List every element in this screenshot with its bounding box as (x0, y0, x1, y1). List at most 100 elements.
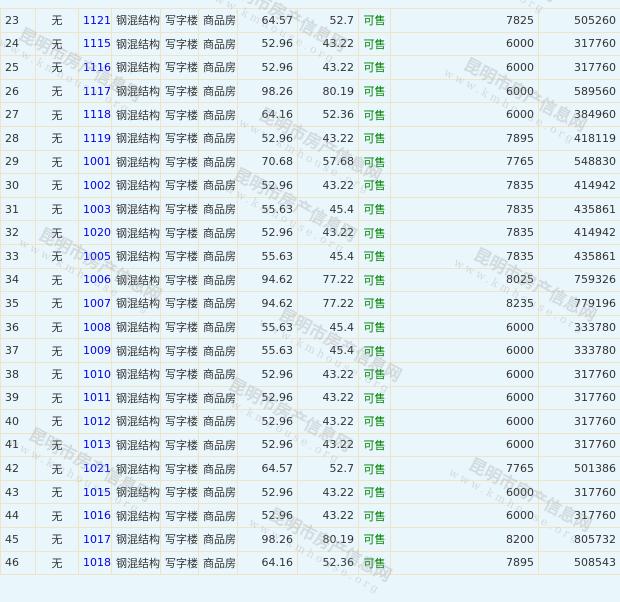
structure: 钢混结构 (116, 250, 160, 264)
property-type: 商品房 (203, 344, 236, 358)
unit-link[interactable]: 1011 (83, 391, 111, 405)
unit-link[interactable]: 1018 (83, 556, 111, 570)
inner-area: 43.22 (322, 438, 355, 452)
presale-flag-cell: 无 (35, 125, 79, 151)
unit-link[interactable]: 1021 (83, 462, 111, 476)
total-price-cell: 435861 (538, 196, 620, 222)
inner-area-cell: 80.19 (297, 78, 359, 104)
row-number: 38 (5, 367, 19, 381)
structure-cell: 钢混结构 (111, 243, 161, 269)
unit-price-cell: 7835 (390, 220, 539, 245)
total-price: 501386 (574, 462, 616, 476)
unit-link[interactable]: 1015 (83, 485, 111, 499)
unit-link[interactable]: 1012 (83, 414, 111, 428)
usage: 写字楼 (165, 273, 198, 287)
table-row: 40 无 1012 钢混结构 写字楼 商品房 52.96 43.22 可售 6000 317760 (0, 409, 620, 434)
unit-price-cell: 7765 (390, 456, 539, 481)
unit-link-cell: 1117 (78, 78, 112, 104)
unit-link[interactable]: 1121 (83, 13, 111, 27)
unit-link[interactable]: 1115 (83, 37, 111, 51)
row-number: 32 (5, 226, 19, 240)
floor-area-cell: 55.63 (237, 243, 298, 269)
property-type: 商品房 (203, 462, 236, 476)
row-number-cell: 37 (0, 338, 36, 363)
unit-link[interactable]: 1013 (83, 438, 111, 452)
floor-area: 55.63 (261, 202, 294, 216)
table-row: 33 无 1005 钢混结构 写字楼 商品房 55.63 45.4 可售 7835 435861 (0, 243, 620, 269)
total-price-cell: 759326 (538, 267, 620, 293)
table-row: 26 无 1117 钢混结构 写字楼 商品房 98.26 80.19 可售 6000 589560 (0, 78, 620, 104)
row-number-cell: 38 (0, 361, 36, 387)
floor-area: 52.96 (261, 178, 294, 192)
status: 可售 (363, 14, 386, 28)
table-row: 37 无 1009 钢混结构 写字楼 商品房 55.63 45.4 可售 6000 333780 (0, 338, 620, 363)
structure-cell: 钢混结构 (111, 196, 161, 222)
unit-link-cell: 1015 (78, 479, 112, 505)
structure-cell: 钢混结构 (111, 550, 161, 576)
presale-flag-cell: 无 (35, 267, 79, 293)
inner-area-cell: 52.7 (297, 456, 359, 481)
status: 可售 (363, 509, 386, 523)
total-price: 418119 (574, 131, 616, 145)
row-number-cell: 43 (0, 479, 36, 505)
unit-link-cell: 1001 (78, 149, 112, 175)
usage-cell: 写字楼 (160, 409, 199, 434)
unit-link[interactable]: 1017 (83, 532, 111, 546)
table-row: 28 无 1119 钢混结构 写字楼 商品房 52.96 43.22 可售 7895 418119 (0, 125, 620, 151)
unit-link[interactable]: 1009 (83, 344, 111, 358)
status-cell: 可售 (358, 338, 391, 363)
structure-cell: 钢混结构 (111, 361, 161, 387)
unit-link[interactable]: 1020 (83, 226, 111, 240)
presale-flag-cell: 无 (35, 196, 79, 222)
status-cell: 可售 (358, 456, 391, 481)
property-type: 商品房 (203, 297, 236, 311)
table-row: 42 无 1021 钢混结构 写字楼 商品房 64.57 52.7 可售 7765 501386 (0, 456, 620, 481)
unit-link[interactable]: 1118 (83, 108, 111, 122)
presale-flag-cell: 无 (35, 527, 79, 552)
structure: 钢混结构 (116, 368, 160, 382)
usage-cell: 写字楼 (160, 385, 199, 411)
unit-link[interactable]: 1003 (83, 202, 111, 216)
unit-price-cell: 7835 (390, 196, 539, 222)
property-type-cell: 商品房 (198, 78, 238, 104)
usage-cell: 写字楼 (160, 173, 199, 198)
unit-link[interactable]: 1116 (83, 60, 111, 74)
usage: 写字楼 (165, 415, 198, 429)
unit-link[interactable]: 1007 (83, 296, 111, 310)
usage: 写字楼 (165, 321, 198, 335)
unit-link[interactable]: 1002 (83, 178, 111, 192)
usage-cell: 写字楼 (160, 125, 199, 151)
property-type: 商品房 (203, 250, 236, 264)
row-number-cell: 33 (0, 243, 36, 269)
unit-link[interactable]: 1008 (83, 320, 111, 334)
unit-link[interactable]: 1117 (83, 84, 111, 98)
row-number-cell: 29 (0, 149, 36, 175)
status-cell: 可售 (358, 243, 391, 269)
unit-link[interactable]: 1001 (83, 155, 111, 169)
row-number-cell: 30 (0, 173, 36, 198)
unit-link-cell: 1121 (78, 8, 112, 33)
unit-link-cell: 1020 (78, 220, 112, 245)
inner-area: 45.4 (329, 202, 355, 216)
floor-area-cell: 64.16 (237, 102, 298, 127)
usage-cell: 写字楼 (160, 78, 199, 104)
unit-link[interactable]: 1006 (83, 273, 111, 287)
row-number: 37 (5, 344, 19, 358)
unit-price-cell: 7765 (390, 149, 539, 175)
property-type: 商品房 (203, 391, 236, 405)
usage-cell: 写字楼 (160, 432, 199, 458)
inner-area-cell: 45.4 (297, 314, 359, 340)
unit-link[interactable]: 1010 (83, 367, 111, 381)
unit-link-cell: 1005 (78, 243, 112, 269)
table-row: 25 无 1116 钢混结构 写字楼 商品房 52.96 43.22 可售 6000 317760 (0, 55, 620, 80)
inner-area: 52.36 (322, 108, 355, 122)
unit-price: 8235 (506, 296, 534, 310)
total-price: 805732 (574, 532, 616, 546)
total-price-cell: 317760 (538, 55, 620, 80)
unit-link[interactable]: 1016 (83, 509, 111, 523)
unit-link[interactable]: 1119 (83, 131, 111, 145)
presale-flag: 无 (51, 297, 63, 311)
status-cell: 可售 (358, 78, 391, 104)
unit-link[interactable]: 1005 (83, 249, 111, 263)
presale-flag-cell: 无 (35, 243, 79, 269)
